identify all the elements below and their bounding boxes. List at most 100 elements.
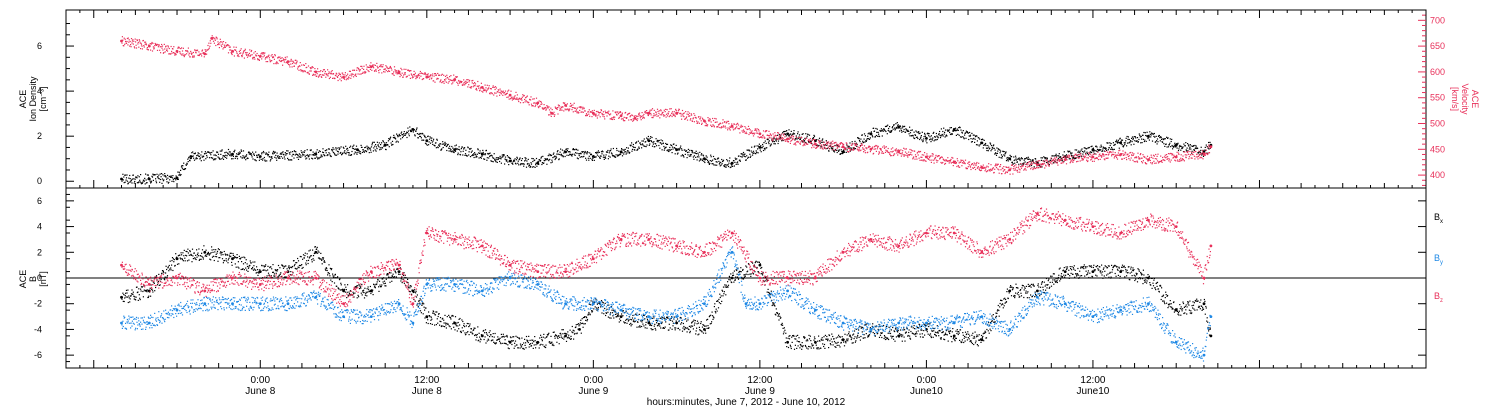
velocity-sample: [795, 144, 797, 146]
velocity-sample: [439, 74, 441, 76]
velocity-sample: [936, 156, 938, 158]
velocity-sample: [607, 112, 609, 114]
velocity-sample: [630, 119, 632, 121]
velocity-sample: [1023, 169, 1025, 171]
velocity-sample: [340, 80, 342, 82]
ion-density-sample: [740, 155, 742, 158]
ion-density-sample: [388, 138, 390, 140]
ion-density-sample: [1094, 150, 1096, 152]
velocity-sample: [230, 49, 232, 51]
velocity-sample: [610, 113, 612, 115]
ion-density-sample: [607, 149, 609, 152]
velocity-sample: [701, 117, 704, 119]
velocity-sample: [788, 138, 791, 140]
velocity-sample: [955, 162, 957, 164]
velocity-sample: [987, 170, 989, 172]
velocity-sample: [314, 74, 316, 76]
ion-density-sample: [557, 153, 559, 155]
ion-density-sample: [1015, 157, 1017, 159]
velocity-sample: [203, 52, 205, 54]
ion-density-sample: [221, 150, 223, 152]
velocity-sample: [444, 79, 446, 81]
ion-density-sample: [244, 155, 246, 157]
ion-density-sample: [1173, 146, 1175, 148]
ion-density-sample: [707, 159, 709, 161]
ion-density-sample: [900, 128, 902, 130]
velocity-sample: [995, 165, 997, 167]
velocity-sample: [836, 147, 838, 149]
velocity-sample: [917, 154, 919, 156]
ion-density-sample: [1107, 149, 1109, 151]
ion-density-sample: [801, 133, 803, 135]
ion-density-sample: [1112, 142, 1114, 144]
ion-density-sample: [1143, 140, 1145, 143]
ion-density-sample: [709, 160, 711, 162]
ion-density-sample: [370, 151, 372, 153]
ion-density-sample: [889, 126, 891, 128]
velocity-sample: [899, 152, 902, 155]
ion-density-sample: [839, 153, 841, 155]
velocity-sample: [229, 49, 231, 51]
velocity-sample: [1181, 160, 1183, 162]
ion-density-sample: [625, 151, 627, 153]
velocity-sample: [350, 73, 352, 75]
velocity-sample: [620, 111, 622, 113]
ion-density-sample: [1149, 133, 1151, 135]
ion-density-sample: [577, 158, 579, 160]
ion-density-sample: [598, 155, 600, 157]
ion-density-sample: [622, 149, 624, 151]
velocity-sample: [657, 115, 659, 117]
velocity-sample: [1112, 151, 1114, 153]
ion-density-sample: [897, 125, 899, 127]
ion-density-sample: [244, 157, 246, 159]
velocity-sample: [426, 74, 428, 76]
velocity-sample: [700, 116, 702, 118]
ion-density-sample: [878, 135, 881, 138]
velocity-sample: [421, 72, 423, 74]
ion-density-sample: [598, 151, 600, 153]
ion-density-sample: [469, 156, 472, 158]
velocity-sample: [993, 171, 995, 174]
velocity-sample: [761, 136, 763, 138]
ion-density-sample: [531, 157, 533, 160]
ion-density-sample: [833, 150, 835, 152]
velocity-sample: [382, 64, 384, 66]
velocity-sample: [378, 65, 381, 68]
ion-density-sample: [970, 141, 973, 143]
velocity-sample: [903, 147, 905, 149]
velocity-sample: [317, 71, 319, 73]
velocity-sample: [423, 73, 426, 75]
ion-density-sample: [1068, 158, 1070, 160]
ion-density-sample: [451, 150, 453, 152]
ion-density-sample: [420, 133, 422, 135]
ion-density-sample: [1202, 155, 1205, 157]
ion-density-sample: [546, 163, 548, 165]
ion-density-sample: [263, 156, 265, 159]
velocity-sample: [671, 111, 674, 113]
velocity-sample: [580, 106, 583, 108]
ion-density-sample: [528, 163, 530, 165]
velocity-sample: [978, 168, 980, 170]
ion-density-sample: [651, 145, 654, 147]
velocity-sample: [1106, 151, 1109, 153]
velocity-sample: [639, 117, 641, 119]
ion-density-sample: [825, 140, 827, 142]
velocity-sample: [304, 71, 306, 73]
ion-density-sample: [922, 141, 924, 143]
ion-density-sample: [684, 149, 686, 151]
ion-density-sample: [196, 155, 198, 157]
velocity-sample: [504, 92, 506, 94]
ion-density-sample: [550, 162, 552, 164]
velocity-sample: [814, 139, 816, 141]
ion-density-sample: [1046, 158, 1048, 160]
ion-density-sample: [378, 142, 380, 144]
velocity-sample: [694, 114, 696, 116]
velocity-sample: [1144, 162, 1146, 164]
ion-density-sample: [724, 164, 726, 166]
velocity-sample: [791, 135, 793, 137]
velocity-sample: [646, 112, 649, 115]
ion-density-sample: [1119, 138, 1121, 140]
velocity-sample: [637, 118, 639, 120]
velocity-sample: [1163, 159, 1165, 161]
